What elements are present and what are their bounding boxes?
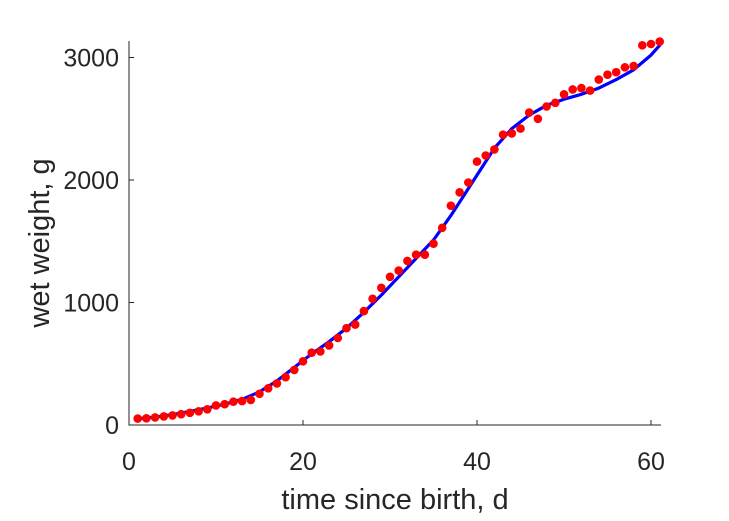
data-point (638, 41, 647, 50)
data-point (368, 294, 377, 304)
axis-lines (128, 41, 661, 426)
data-point (237, 396, 247, 406)
x-axis-label: time since birth, d (281, 484, 508, 516)
data-point (298, 357, 308, 366)
data-point (385, 272, 395, 282)
axis-labels: time since birth, d wet weight, g (24, 158, 509, 516)
data-point (455, 188, 464, 197)
data-point (585, 86, 595, 95)
data-point (290, 365, 299, 375)
data-point (272, 379, 282, 388)
data-point (220, 399, 229, 409)
data-point (333, 333, 343, 343)
data-point (533, 114, 543, 124)
data-point (507, 129, 517, 138)
data-point (594, 75, 604, 84)
x-tick-label: 20 (289, 448, 317, 476)
data-point (551, 98, 560, 108)
data-point (203, 405, 212, 414)
data-point (655, 37, 664, 46)
data-point (246, 395, 256, 405)
data-point (498, 130, 508, 139)
data-point (342, 323, 351, 333)
data-point (159, 412, 169, 421)
y-tick-label: 3000 (63, 45, 119, 73)
data-point (559, 90, 569, 99)
data-point (324, 341, 334, 350)
data-point (194, 407, 203, 416)
axes: 0 20 40 60 0 1000 2000 3000 (63, 41, 665, 476)
data-point (629, 61, 638, 71)
data-point (377, 283, 386, 293)
data-point (229, 397, 238, 407)
data-point (403, 256, 412, 266)
y-tick-label: 2000 (63, 167, 119, 195)
data-point (603, 70, 612, 79)
y-tick-label: 0 (105, 412, 119, 440)
data-point (542, 102, 551, 111)
x-tick-label: 40 (463, 448, 491, 476)
data-point (211, 401, 221, 410)
data-point (281, 372, 290, 382)
data-point (437, 223, 447, 233)
x-tick-label: 60 (637, 448, 665, 476)
data-point (490, 145, 499, 154)
y-axis-label: wet weight, g (24, 158, 56, 328)
data-point (359, 306, 369, 316)
data-point (394, 266, 404, 275)
data-point (316, 347, 325, 356)
data-points-group (133, 37, 664, 423)
data-point (133, 414, 142, 423)
data-point (620, 63, 630, 72)
data-point (411, 250, 421, 259)
data-point (420, 250, 430, 259)
data-point (255, 389, 264, 399)
data-point (176, 409, 186, 419)
data-point (568, 85, 577, 94)
data-point (150, 413, 160, 422)
data-point (185, 408, 195, 418)
data-point (472, 157, 482, 166)
data-point (429, 239, 438, 248)
y-tick-label: 1000 (63, 290, 119, 318)
data-point (142, 414, 151, 423)
data-point (263, 384, 273, 393)
x-tick-label: 0 (122, 448, 136, 476)
data-point (516, 124, 525, 133)
data-point (611, 67, 621, 77)
fit-curve (136, 43, 662, 421)
data-point (524, 108, 534, 117)
data-point (481, 151, 491, 160)
fit-curve-group (136, 43, 662, 421)
data-point (464, 178, 473, 187)
data-point (446, 201, 456, 210)
data-point (350, 320, 360, 329)
data-point (577, 83, 586, 93)
data-point (168, 411, 177, 420)
data-point (646, 39, 656, 49)
data-point (307, 348, 317, 358)
